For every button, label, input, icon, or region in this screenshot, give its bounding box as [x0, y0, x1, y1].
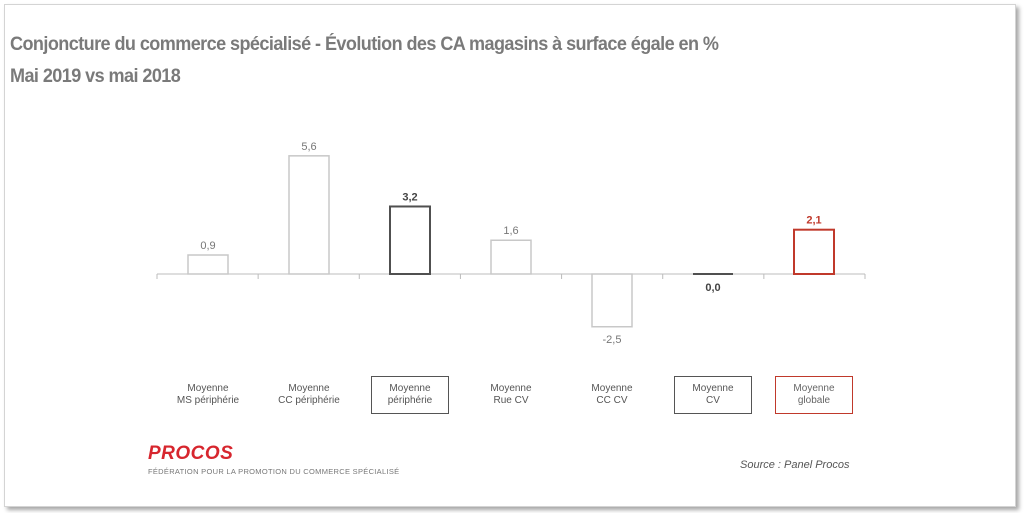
bar: [288, 155, 330, 275]
category-label: Moyenne CC périphérie: [278, 383, 340, 406]
procos-logo-subtitle: FÉDÉRATION POUR LA PROMOTION DU COMMERCE…: [148, 467, 400, 476]
bar-value-label: 0,9: [200, 240, 215, 252]
bar: [187, 254, 229, 275]
category-label: Moyenne CC CV: [591, 383, 633, 406]
bar: [793, 228, 835, 276]
bar-value-label: 0,0: [705, 282, 720, 294]
chart-title: Conjoncture du commerce spécialisé - Évo…: [10, 34, 719, 55]
bar-value-label: 1,6: [503, 225, 518, 237]
bar-value-label: 2,1: [806, 215, 821, 227]
bar: [389, 205, 431, 275]
category-label: Moyenne périphérie: [371, 376, 449, 414]
bar-value-label: 5,6: [301, 141, 316, 153]
bar-value-label: -2,5: [603, 334, 622, 346]
procos-logo: PROCOS: [148, 443, 234, 464]
bar: [591, 273, 633, 328]
chart-subtitle: Mai 2019 vs mai 2018: [10, 66, 181, 87]
bar: [490, 239, 532, 275]
source-note: Source : Panel Procos: [740, 459, 850, 471]
category-label: Moyenne globale: [775, 376, 853, 414]
bar-value-label: 3,2: [402, 191, 417, 203]
bar: [693, 273, 733, 275]
category-label: Moyenne CV: [674, 376, 752, 414]
category-label: Moyenne MS périphérie: [176, 383, 240, 406]
category-label: Moyenne Rue CV: [490, 383, 532, 406]
